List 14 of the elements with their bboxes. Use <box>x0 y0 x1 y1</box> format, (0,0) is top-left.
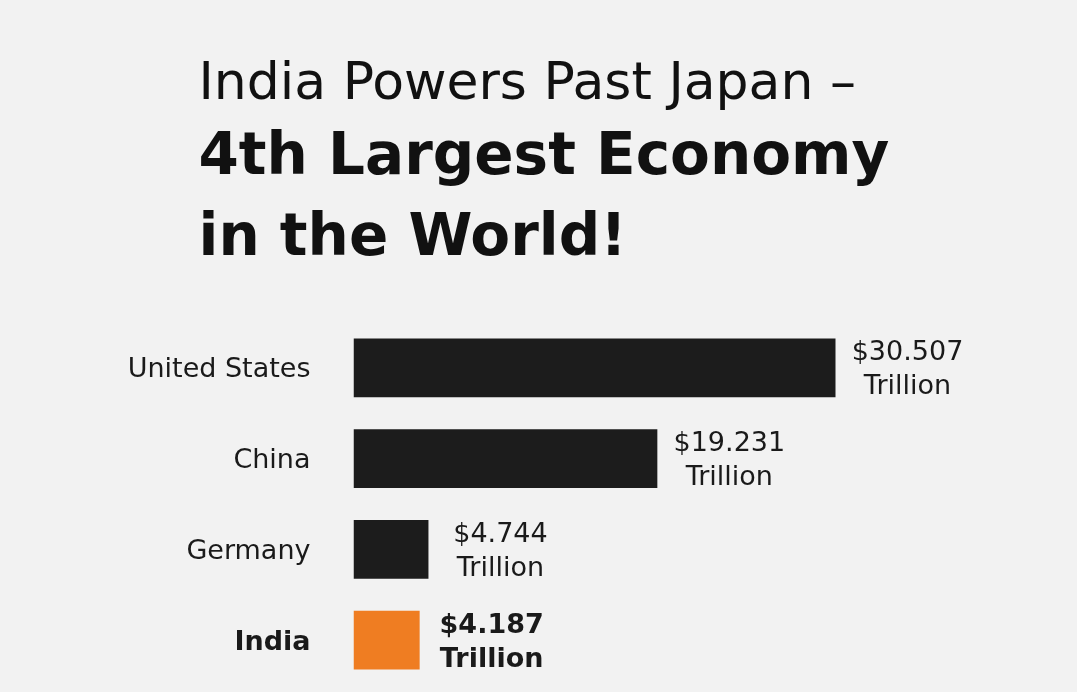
bar <box>353 338 836 398</box>
bar <box>353 429 658 489</box>
data-label: $4.187 Trillion <box>439 607 544 673</box>
data-label: $19.231 Trillion <box>673 426 786 492</box>
data-label: $30.507 Trillion <box>851 335 964 401</box>
y-tick-label: Germany <box>186 533 311 565</box>
y-tick-label: China <box>233 443 311 475</box>
chart-subtitle: 4th Largest Economy in the World! <box>198 119 890 270</box>
bar <box>353 610 420 670</box>
chart-title: India Powers Past Japan – <box>198 50 856 111</box>
bar <box>353 519 429 579</box>
y-tick-label: India <box>234 624 311 656</box>
y-tick-label: United States <box>127 352 311 384</box>
data-label: $4.744 Trillion <box>453 516 548 582</box>
